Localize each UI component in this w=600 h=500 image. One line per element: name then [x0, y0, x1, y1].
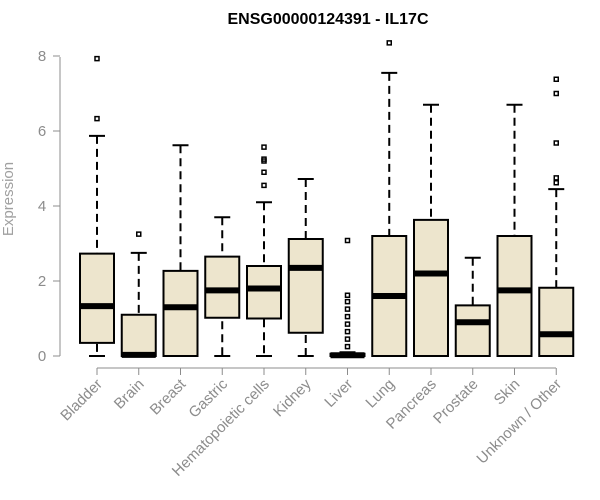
outlier-point: [344, 328, 351, 335]
x-tick-label: Prostate: [430, 376, 482, 428]
box-iqr: [287, 238, 324, 334]
outlier-point: [94, 115, 100, 122]
y-tick-label: 4: [38, 198, 46, 215]
outlier-point: [344, 298, 351, 305]
x-tick-label: Skin: [491, 376, 524, 409]
chart-title: ENSG00000124391 - IL17C: [227, 11, 428, 28]
box-group: [413, 103, 449, 357]
boxes: [79, 40, 575, 359]
box-iqr: [538, 286, 575, 357]
box-group: [204, 216, 241, 357]
box-iqr: [246, 265, 282, 320]
outlier-point: [261, 156, 267, 162]
x-tick-label: Bladder: [57, 376, 106, 425]
outlier-point: [344, 321, 351, 327]
x-tick-label: Kidney: [270, 375, 315, 420]
x-tick-label: Liver: [321, 376, 356, 411]
outlier-point: [344, 313, 351, 320]
outlier-point: [261, 169, 267, 175]
box-group: [538, 76, 575, 357]
box-group: [371, 40, 408, 357]
box-iqr: [79, 252, 115, 344]
box-group: [496, 103, 533, 357]
box-iqr: [120, 313, 157, 357]
outlier-point: [344, 336, 351, 342]
y-tick-label: 2: [38, 273, 46, 290]
outlier-point: [386, 40, 392, 46]
outlier-point: [344, 237, 351, 244]
y-axis-label: Expression: [0, 162, 17, 236]
outlier-point: [553, 180, 559, 186]
box-group: [120, 231, 157, 358]
box-group: [246, 144, 282, 357]
box-iqr: [413, 218, 449, 357]
outlier-point: [136, 231, 142, 237]
x-tick-label: Brain: [111, 376, 148, 413]
box-iqr: [162, 269, 199, 357]
outlier-point: [261, 182, 267, 189]
box-iqr: [204, 255, 241, 319]
box-group: [454, 256, 491, 357]
x-tick-label: Breast: [147, 375, 190, 418]
outlier-point: [553, 90, 559, 97]
box-group: [287, 178, 324, 357]
outlier-point: [344, 306, 351, 312]
box-iqr: [496, 235, 533, 357]
box-iqr: [454, 304, 491, 357]
y-tick-label: 0: [38, 348, 46, 365]
y-tick-label: 6: [38, 123, 46, 140]
outlier-point: [553, 140, 559, 146]
box-group: [329, 237, 366, 359]
y-tick-label: 8: [38, 48, 46, 65]
outlier-point: [261, 144, 267, 150]
y-ticks: 0 2 4 6 8: [38, 48, 60, 365]
box-group: [162, 144, 199, 357]
outlier-point: [344, 343, 351, 350]
outlier-point: [553, 76, 559, 82]
outlier-point: [344, 292, 351, 298]
outlier-point: [553, 175, 559, 181]
outlier-point: [94, 55, 100, 62]
x-tick-label: Lung: [362, 376, 398, 412]
box-group: [79, 55, 115, 357]
